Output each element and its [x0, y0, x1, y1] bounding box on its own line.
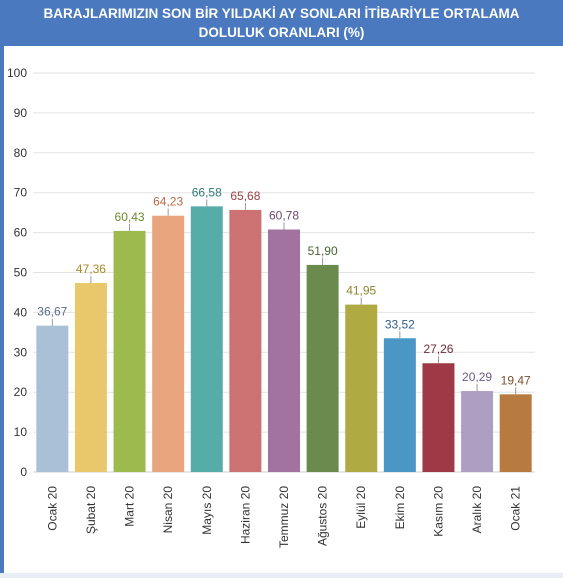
y-tick-label: 90: [14, 106, 28, 120]
left-border: [0, 46, 4, 578]
data-label: 65,68: [230, 189, 260, 203]
data-label: 60,78: [269, 208, 299, 222]
bar: [113, 230, 146, 472]
y-tick-label: 20: [14, 385, 28, 399]
x-tick-label: Ocak 20: [45, 486, 59, 531]
data-label: 51,90: [308, 244, 338, 258]
x-tick-label: Mart 20: [123, 486, 137, 527]
data-label: 66,58: [192, 185, 222, 199]
bar: [499, 394, 532, 472]
x-tick-label: Haziran 20: [238, 486, 252, 544]
bars: [36, 206, 532, 473]
data-label: 64,23: [153, 195, 183, 209]
x-tick-label: Ekim 20: [393, 486, 407, 530]
x-tick-label: Nisan 20: [161, 486, 175, 534]
bar: [422, 363, 455, 472]
y-tick-label: 10: [14, 425, 28, 439]
bar: [461, 391, 494, 472]
bar: [345, 304, 378, 472]
x-tick-label: Aralık 20: [470, 486, 484, 534]
y-tick-label: 40: [14, 305, 28, 319]
x-tick-label: Şubat 20: [84, 486, 98, 534]
y-tick-label: 50: [14, 266, 28, 280]
x-tick-label: Ağustos 20: [316, 486, 330, 546]
x-tick-label: Ocak 21: [509, 486, 523, 531]
bar: [36, 325, 69, 472]
bar: [190, 206, 223, 472]
y-axis-ticks: 0 10 20 30 40 50 60 70 80 90 100: [7, 66, 27, 479]
y-tick-label: 60: [14, 226, 28, 240]
bar: [229, 209, 262, 472]
bar: [306, 264, 339, 472]
x-tick-label: Kasım 20: [431, 486, 445, 537]
x-tick-label: Temmuz 20: [277, 486, 291, 548]
bar: [268, 229, 300, 472]
y-tick-label: 70: [14, 186, 28, 200]
y-tick-label: 100: [7, 66, 27, 80]
bar: [383, 338, 416, 472]
chart-header: BARAJLARIMIZIN SON BİR YILDAKİ AY SONLAR…: [0, 0, 563, 46]
data-label: 20,29: [462, 370, 492, 384]
x-tick-label: Eylül 20: [354, 486, 368, 529]
data-label: 47,36: [76, 262, 106, 276]
bar: [152, 215, 185, 473]
data-label: 60,43: [115, 210, 145, 224]
x-tick-label: Mayıs 20: [200, 486, 214, 535]
x-axis-ticks: Ocak 20 Şubat 20 Mart 20 Nisan 20 Mayıs 20 Ha…: [45, 486, 522, 548]
y-tick-label: 30: [14, 345, 28, 359]
y-tick-label: 0: [20, 465, 27, 479]
data-label: 27,26: [423, 342, 453, 356]
bottom-border: [0, 573, 563, 578]
data-label: 41,95: [346, 284, 376, 298]
data-labels: 36,67 47,36 60,43 64,23 66,58 65,68 60,78 51,90…: [37, 185, 531, 395]
data-label: 33,52: [385, 317, 415, 331]
bar: [74, 283, 107, 472]
chart-title-line2: DOLULUK ORANLARI (%): [198, 25, 365, 40]
data-label: 19,47: [501, 373, 531, 387]
data-label: 36,67: [37, 305, 67, 319]
y-tick-label: 80: [14, 146, 28, 160]
chart-title-line1: BARAJLARIMIZIN SON BİR YILDAKİ AY SONLAR…: [43, 6, 520, 21]
